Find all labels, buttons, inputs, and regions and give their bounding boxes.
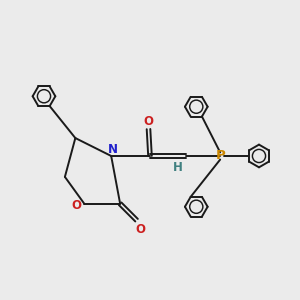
Text: O: O <box>143 115 154 128</box>
Text: P: P <box>215 149 225 163</box>
Text: H: H <box>172 161 182 174</box>
Text: O: O <box>72 199 82 212</box>
Text: O: O <box>135 223 145 236</box>
Text: N: N <box>108 143 118 156</box>
